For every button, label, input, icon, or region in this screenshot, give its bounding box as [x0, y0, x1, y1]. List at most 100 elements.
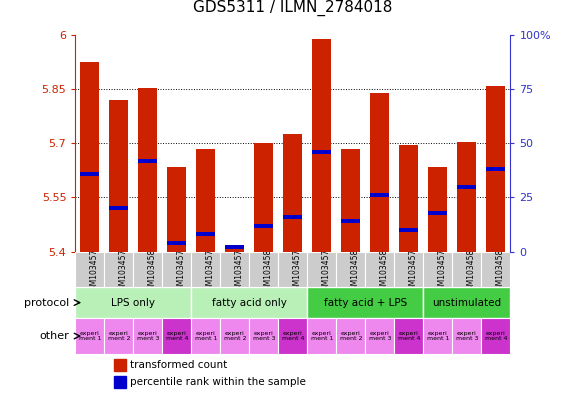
- Text: GSM1034573: GSM1034573: [90, 244, 99, 295]
- Bar: [481, 252, 510, 287]
- Bar: [313, 150, 331, 154]
- Bar: [226, 245, 244, 249]
- Bar: [226, 246, 244, 252]
- Text: GSM1034577: GSM1034577: [409, 244, 418, 295]
- Text: other: other: [40, 331, 70, 341]
- Text: GSM1034585: GSM1034585: [496, 244, 505, 295]
- Text: unstimulated: unstimulated: [432, 298, 502, 308]
- Bar: [75, 318, 104, 354]
- Text: GDS5311 / ILMN_2784018: GDS5311 / ILMN_2784018: [193, 0, 393, 16]
- Bar: [458, 185, 476, 189]
- Bar: [452, 252, 481, 287]
- Text: experi
ment 1: experi ment 1: [195, 331, 217, 342]
- Bar: [487, 86, 505, 252]
- Text: GSM1034574: GSM1034574: [322, 244, 331, 295]
- Bar: [75, 287, 191, 318]
- Text: experi
ment 3: experi ment 3: [253, 331, 275, 342]
- Bar: [249, 318, 278, 354]
- Text: experi
ment 1: experi ment 1: [427, 331, 449, 342]
- Text: fatty acid + LPS: fatty acid + LPS: [324, 298, 407, 308]
- Text: experi
ment 1: experi ment 1: [311, 331, 333, 342]
- Bar: [114, 376, 126, 388]
- Bar: [458, 141, 476, 252]
- Bar: [342, 219, 360, 223]
- Bar: [81, 62, 99, 252]
- Bar: [249, 252, 278, 287]
- Text: GSM1034576: GSM1034576: [177, 244, 186, 295]
- Text: GSM1034584: GSM1034584: [380, 244, 389, 295]
- Text: GSM1034572: GSM1034572: [206, 244, 215, 295]
- Bar: [487, 167, 505, 171]
- Bar: [139, 159, 157, 163]
- Text: experi
ment 2: experi ment 2: [224, 331, 246, 342]
- Text: GSM1034583: GSM1034583: [148, 244, 157, 295]
- Bar: [191, 287, 307, 318]
- Bar: [313, 39, 331, 252]
- Bar: [278, 318, 307, 354]
- Bar: [110, 206, 128, 210]
- Bar: [423, 318, 452, 354]
- Text: experi
ment 4: experi ment 4: [485, 331, 507, 342]
- Bar: [400, 228, 418, 232]
- Text: GSM1034582: GSM1034582: [264, 244, 273, 295]
- Text: fatty acid only: fatty acid only: [212, 298, 287, 308]
- Bar: [400, 145, 418, 252]
- Bar: [365, 252, 394, 287]
- Bar: [197, 232, 215, 236]
- Bar: [429, 211, 447, 215]
- Bar: [104, 318, 133, 354]
- Bar: [81, 172, 99, 176]
- Bar: [371, 193, 389, 197]
- Bar: [191, 318, 220, 354]
- Bar: [307, 287, 423, 318]
- Bar: [139, 88, 157, 252]
- Bar: [133, 318, 162, 354]
- Bar: [75, 252, 104, 287]
- Text: experi
ment 2: experi ment 2: [340, 331, 362, 342]
- Bar: [394, 318, 423, 354]
- Text: GSM1034575: GSM1034575: [293, 244, 302, 295]
- Text: GSM1034571: GSM1034571: [438, 244, 447, 295]
- Bar: [168, 241, 186, 245]
- Text: experi
ment 2: experi ment 2: [108, 331, 130, 342]
- Text: experi
ment 4: experi ment 4: [398, 331, 420, 342]
- Text: transformed count: transformed count: [130, 360, 227, 370]
- Bar: [284, 134, 302, 252]
- Text: experi
ment 3: experi ment 3: [456, 331, 478, 342]
- Bar: [133, 252, 162, 287]
- Bar: [342, 149, 360, 252]
- Bar: [307, 318, 336, 354]
- Bar: [284, 215, 302, 219]
- Bar: [255, 224, 273, 228]
- Bar: [114, 359, 126, 371]
- Text: experi
ment 3: experi ment 3: [137, 331, 159, 342]
- Bar: [220, 318, 249, 354]
- Text: experi
ment 3: experi ment 3: [369, 331, 391, 342]
- Bar: [110, 100, 128, 252]
- Bar: [365, 318, 394, 354]
- Text: GSM1034578: GSM1034578: [235, 244, 244, 295]
- Bar: [197, 149, 215, 252]
- Bar: [336, 318, 365, 354]
- Text: percentile rank within the sample: percentile rank within the sample: [130, 377, 306, 387]
- Bar: [168, 167, 186, 252]
- Text: LPS only: LPS only: [111, 298, 155, 308]
- Text: GSM1034581: GSM1034581: [467, 244, 476, 295]
- Text: experi
ment 4: experi ment 4: [282, 331, 304, 342]
- Text: experi
ment 4: experi ment 4: [166, 331, 188, 342]
- Text: GSM1034580: GSM1034580: [351, 244, 360, 295]
- Bar: [481, 318, 510, 354]
- Bar: [255, 143, 273, 252]
- Bar: [371, 93, 389, 252]
- Bar: [307, 252, 336, 287]
- Bar: [423, 287, 510, 318]
- Bar: [191, 252, 220, 287]
- Bar: [162, 252, 191, 287]
- Bar: [336, 252, 365, 287]
- Text: protocol: protocol: [24, 298, 70, 308]
- Bar: [452, 318, 481, 354]
- Text: GSM1034579: GSM1034579: [119, 244, 128, 295]
- Bar: [423, 252, 452, 287]
- Bar: [278, 252, 307, 287]
- Bar: [220, 252, 249, 287]
